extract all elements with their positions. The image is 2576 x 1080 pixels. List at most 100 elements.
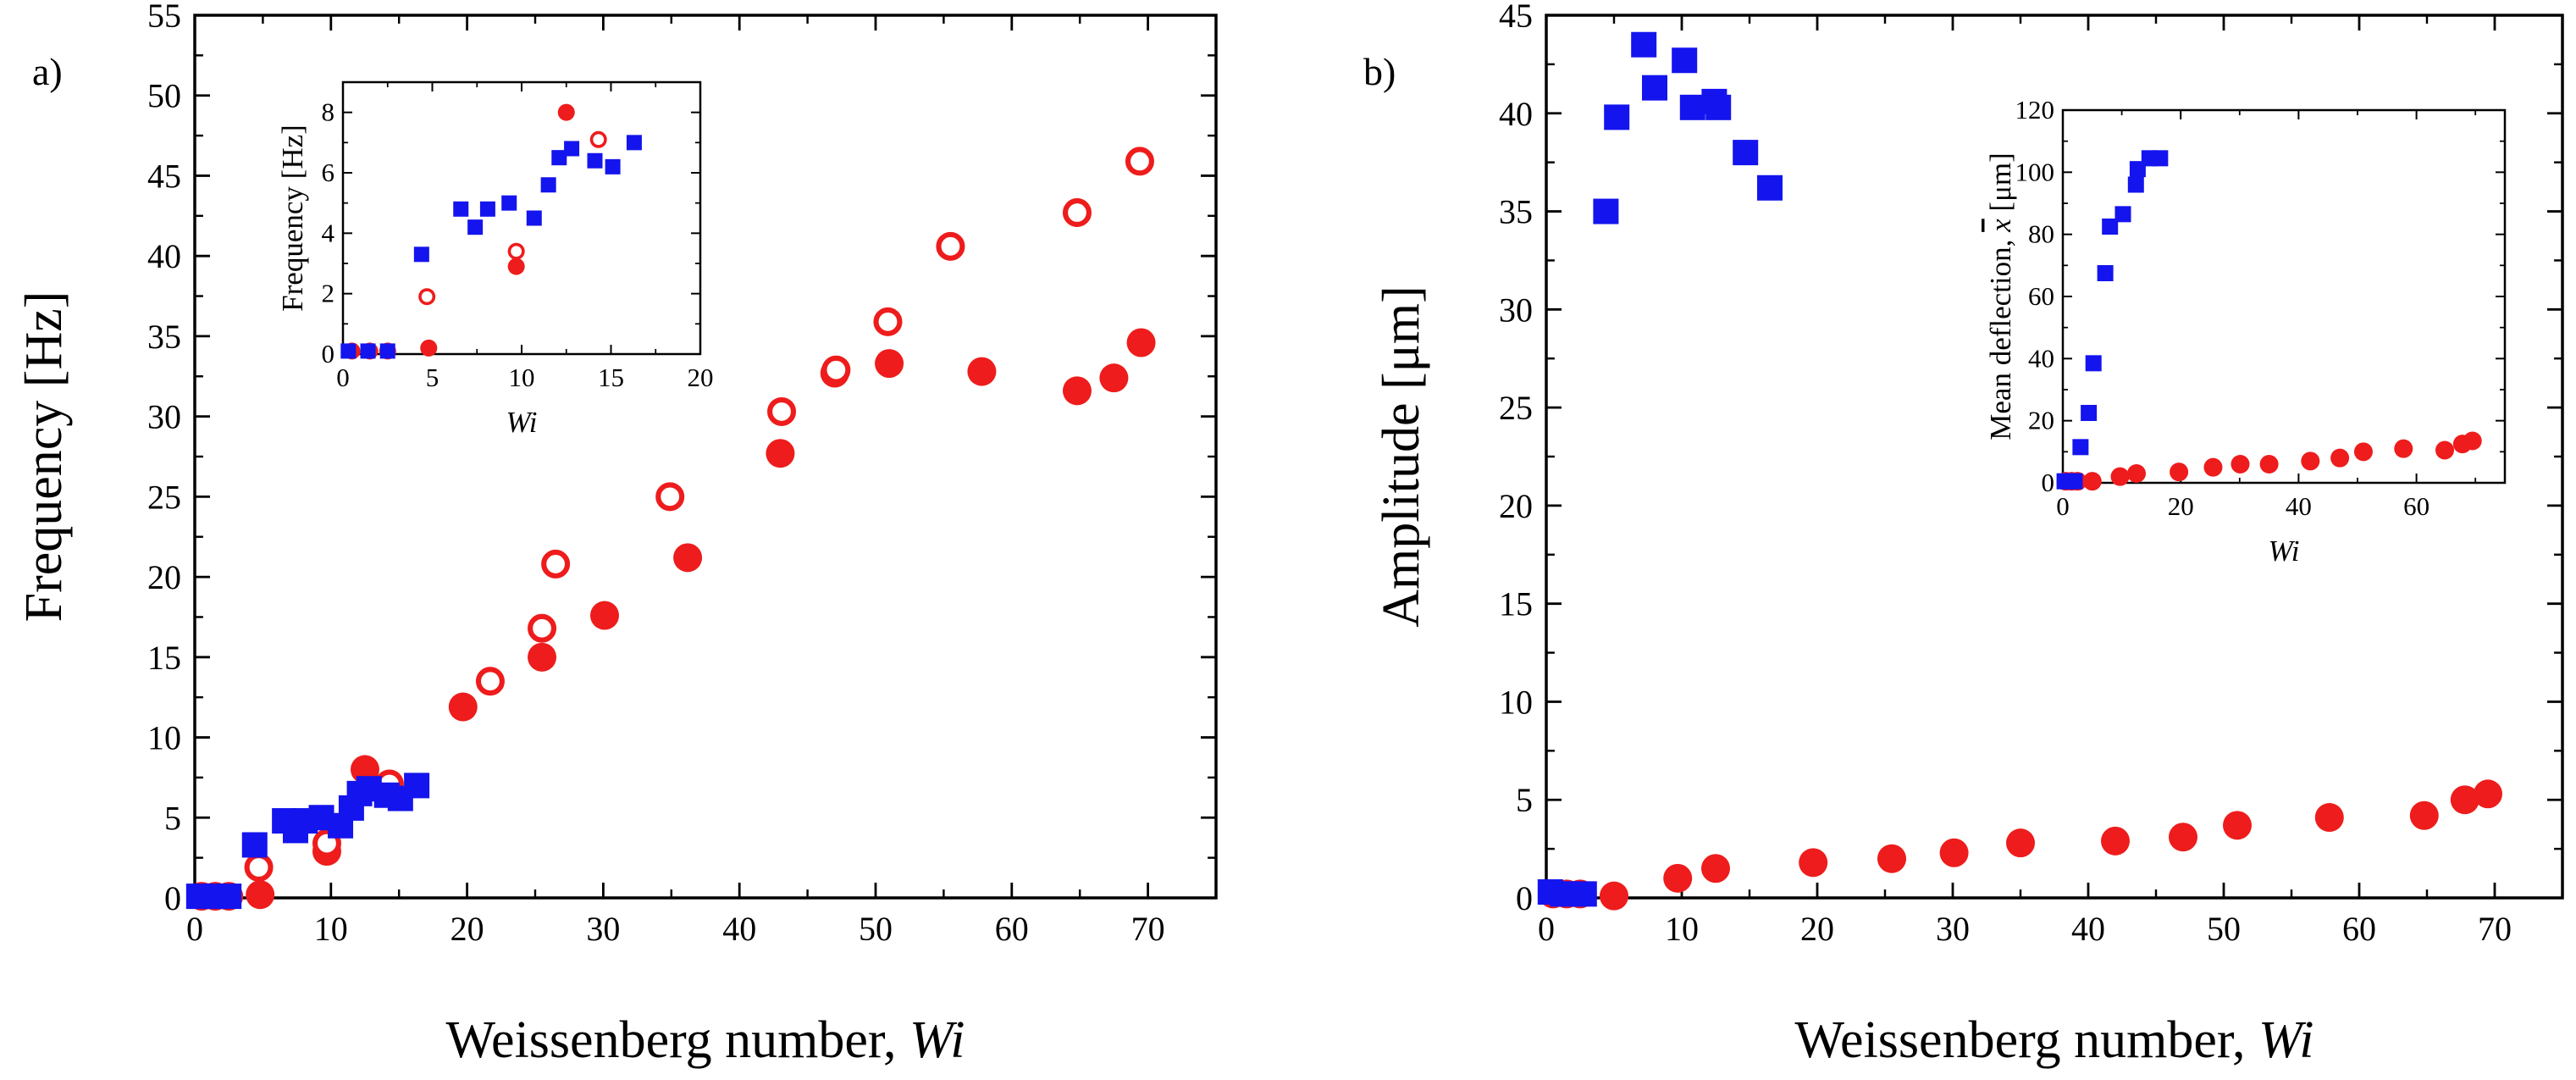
filled-circle-point <box>1062 376 1092 406</box>
filled-circle-point <box>673 543 703 573</box>
inset-filled-circle-point <box>2435 440 2455 460</box>
square-point <box>1757 174 1783 201</box>
inset-x-axis-label: Wi <box>2269 534 2300 568</box>
y-tick-label: 45 <box>147 157 181 195</box>
inset-y-tick-label: 0 <box>2042 468 2055 497</box>
x-axis-label-text: Weissenberg number, <box>446 1011 910 1069</box>
square-point <box>1571 881 1597 907</box>
inset-square-point <box>453 201 469 217</box>
inset-x-tick-label: 60 <box>2403 491 2430 521</box>
y-tick-label: 5 <box>164 799 181 837</box>
filled-circle-point <box>590 601 620 630</box>
x-axis-label: Weissenberg number, Wi <box>446 1011 965 1069</box>
filled-circle-point <box>448 692 478 722</box>
open-circle-point <box>1125 147 1154 176</box>
square-point <box>1679 94 1705 120</box>
filled-circle-point <box>1939 838 1969 867</box>
open-circle-point <box>767 396 797 426</box>
y-tick-label: 0 <box>1516 879 1533 917</box>
inset-filled-circle-point <box>2127 464 2146 483</box>
inset-square-point <box>501 195 517 211</box>
filled-circle-point <box>1099 363 1129 393</box>
inset-square-point <box>479 201 495 217</box>
inset-square-point <box>626 135 642 151</box>
x-tick-label: 50 <box>2207 910 2241 948</box>
inset-x-tick-label: 0 <box>336 363 350 392</box>
x-tick-label: 10 <box>1665 910 1699 948</box>
y-tick-label: 15 <box>147 639 181 677</box>
y-tick-label: 40 <box>147 237 181 275</box>
inset-y-tick-label: 120 <box>2015 95 2055 125</box>
inset-square-point <box>467 219 484 235</box>
x-tick-label: 30 <box>1936 910 1970 948</box>
filled-circle-point <box>2474 779 2502 809</box>
inset-y-tick-label: 80 <box>2028 219 2054 249</box>
inset-square-point <box>551 150 567 166</box>
x-tick-label: 10 <box>314 910 348 948</box>
inset-y-axis-label: Frequency [Hz] <box>276 125 309 312</box>
open-circle-point <box>936 231 965 261</box>
square-point <box>404 773 430 799</box>
inset-square-point <box>605 158 621 174</box>
inset-y-tick-label: 8 <box>322 97 335 127</box>
open-circle-point <box>528 613 557 643</box>
y-axis-label: Frequency [Hz] <box>15 291 73 623</box>
filled-circle-point <box>2409 800 2439 830</box>
x-tick-label: 40 <box>722 910 756 948</box>
y-tick-label: 25 <box>1499 389 1533 427</box>
inset-square-point <box>2127 176 2144 193</box>
inset-square-point <box>2152 150 2169 167</box>
inset-filled-circle-point <box>2170 462 2189 482</box>
panel-b: 0 10 20 30 40 50 60 70 0 5 10 15 20 25 30 35 40 45 b) Weiss… <box>1363 0 2564 1069</box>
open-circle-point <box>1062 198 1092 228</box>
y-tick-label: 55 <box>147 0 181 35</box>
open-circle-point <box>541 549 571 579</box>
filled-circle-point <box>1600 881 1628 911</box>
inset-square-point <box>2072 439 2089 456</box>
inset-filled-circle-point <box>2110 467 2130 486</box>
inset-square-point <box>2114 206 2131 223</box>
filled-circle-point <box>246 880 275 910</box>
square-point <box>1705 94 1732 120</box>
square-point <box>1672 47 1698 74</box>
inset-y-tick-label: 40 <box>2028 343 2054 373</box>
inset-square-point <box>360 343 376 359</box>
open-circle-point <box>244 853 274 883</box>
x-tick-label: 30 <box>586 910 620 948</box>
inset-square-point <box>540 177 556 193</box>
filled-circle-point <box>1799 848 1828 878</box>
inset-square-point <box>2081 405 2098 421</box>
panel-label: a) <box>32 50 63 93</box>
filled-circle-point <box>2169 822 2197 852</box>
square-point <box>241 832 268 858</box>
inset-x-tick-label: 10 <box>509 363 535 392</box>
inset-filled-circle-point <box>2353 442 2373 462</box>
inset-y-tick-label: 0 <box>322 339 335 368</box>
filled-circle-point <box>1126 328 1156 357</box>
x-tick-label: 40 <box>2071 910 2105 948</box>
inset-y-axis-label: Mean deflection, x [μm] <box>1984 152 2017 440</box>
y-tick-label: 35 <box>147 318 181 356</box>
y-tick-label: 20 <box>147 558 181 596</box>
inset-filled-circle-point <box>2082 472 2102 491</box>
inset-open-circle-point <box>589 130 607 148</box>
filled-circle-point <box>2101 826 2130 856</box>
filled-circle-point <box>2006 828 2035 858</box>
inset-filled-circle-point <box>420 339 438 357</box>
panel-a: 0 10 20 30 40 50 60 700510152025303540455055a)W… <box>15 0 1218 1069</box>
inset-y-tick-label: 2 <box>322 279 335 308</box>
filled-circle-point <box>528 642 557 672</box>
x-axis-label-variable: Wi <box>2258 1011 2313 1069</box>
inset-square-point <box>379 343 395 359</box>
x-axis-label: Weissenberg number, Wi <box>1795 1011 2314 1069</box>
inset-square-point <box>2085 355 2102 372</box>
y-tick-label: 40 <box>1499 95 1533 133</box>
inset-x-tick-label: 5 <box>426 363 439 392</box>
filled-circle-point <box>766 439 795 468</box>
filled-circle-point <box>2314 803 2344 833</box>
filled-circle-point <box>967 357 997 386</box>
x-tick-label: 60 <box>2342 910 2376 948</box>
inset-filled-circle-point <box>557 103 575 121</box>
panel-label: b) <box>1363 50 1396 93</box>
